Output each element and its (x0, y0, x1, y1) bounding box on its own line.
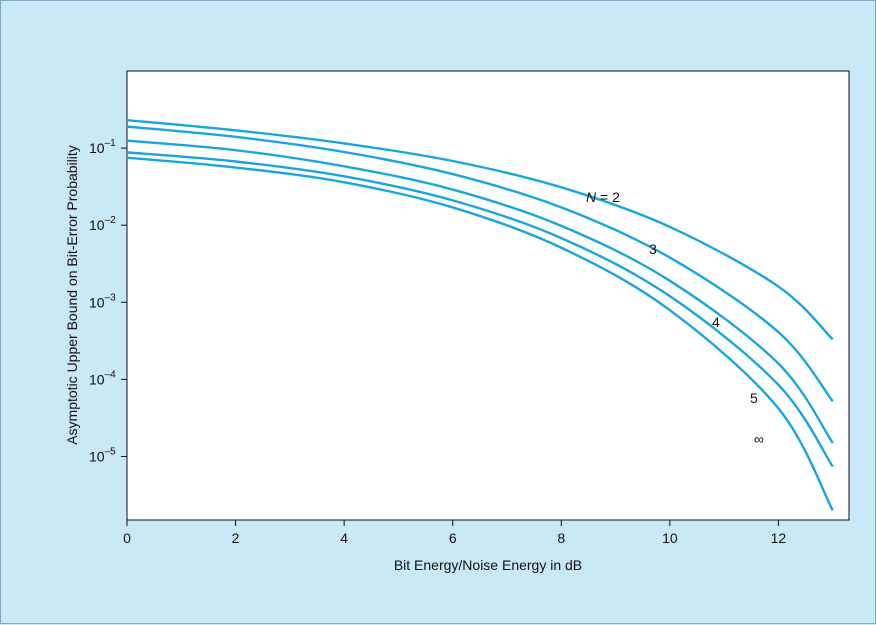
x-tick-label: 0 (123, 530, 131, 546)
series-line-2 (126, 125, 834, 403)
curve-label-5: ∞ (754, 431, 764, 447)
x-axis: 0 2 4 6 8 10 12 (123, 520, 786, 546)
series-line-4 (126, 151, 834, 468)
y-tick-label: 10–3 (89, 292, 116, 310)
curve-label-2: 3 (649, 241, 657, 257)
curve-labels: N = 2 3 4 5 ∞ (586, 189, 764, 447)
x-axis-label: Bit Energy/Noise Energy in dB (394, 557, 582, 573)
curve-label-3: 4 (712, 314, 720, 330)
x-tick-label: 12 (771, 530, 787, 546)
y-axis: 10–1 10–2 10–3 10–4 10–5 (89, 138, 127, 464)
curve-label-1: N = 2 (586, 189, 620, 205)
series-line-1 (126, 119, 834, 341)
y-tick-label: 10–4 (89, 369, 116, 387)
y-tick-label: 10–2 (89, 215, 116, 233)
x-tick-label: 4 (340, 530, 348, 546)
x-tick-label: 6 (449, 530, 457, 546)
curve-label-4: 5 (750, 390, 758, 406)
x-tick-label: 10 (662, 530, 678, 546)
y-axis-label: Asymptotic Upper Bound on Bit-Error Prob… (64, 145, 80, 445)
y-tick-label: 10–1 (89, 138, 116, 156)
plot-area (126, 70, 850, 521)
series-lines (126, 119, 834, 511)
x-tick-label: 8 (557, 530, 565, 546)
x-tick-label: 2 (232, 530, 240, 546)
y-tick-label: 10–5 (89, 446, 116, 464)
series-line-5 (126, 156, 834, 511)
series-line-3 (126, 139, 834, 444)
